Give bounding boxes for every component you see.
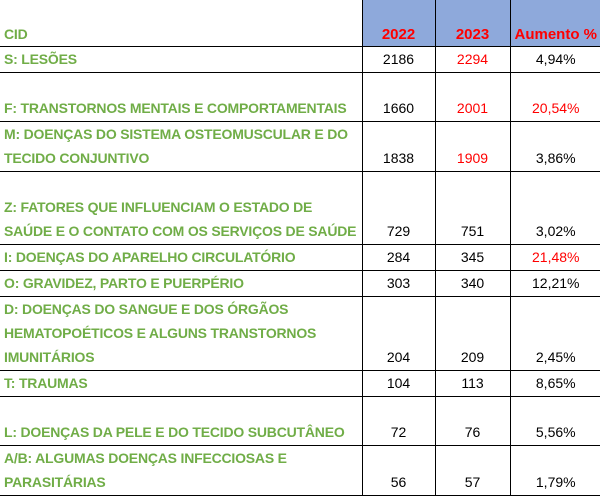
value-2023-cell: 1909 <box>434 121 510 172</box>
value-2023-cell: 113 <box>434 370 510 397</box>
value-2022-cell: 1838 <box>361 121 435 172</box>
value-2022-cell: 1660 <box>361 72 435 122</box>
cid-cell: A/B: ALGUMAS DOENÇAS INFECCIOSAS E PARAS… <box>0 445 362 496</box>
value-2022-cell: 56 <box>361 445 435 496</box>
table-row: F: TRANSTORNOS MENTAIS E COMPORTAMENTAIS… <box>0 72 600 122</box>
increase-cell: 8,65% <box>509 370 600 397</box>
cid-cell: Z: FATORES QUE INFLUENCIAM O ESTADO DE S… <box>0 171 362 245</box>
cid-cell: I: DOENÇAS DO APARELHO CIRCULATÓRIO <box>0 244 362 271</box>
value-2023-cell: 2294 <box>434 46 510 73</box>
value-2022-cell: 104 <box>361 370 435 397</box>
cid-cell: T: TRAUMAS <box>0 370 362 397</box>
cid-cell: O: GRAVIDEZ, PARTO E PUERPÉRIO <box>0 270 362 297</box>
value-2022-cell: 2186 <box>361 46 435 73</box>
cid-cell: F: TRANSTORNOS MENTAIS E COMPORTAMENTAIS <box>0 72 362 122</box>
table-row: O: GRAVIDEZ, PARTO E PUERPÉRIO 303 340 12,2… <box>0 270 600 297</box>
increase-cell: 5,56% <box>509 396 600 446</box>
value-2023-cell: 209 <box>434 296 510 371</box>
value-2023-cell: 340 <box>434 270 510 297</box>
increase-cell: 3,86% <box>509 121 600 172</box>
value-2022-cell: 729 <box>361 171 435 245</box>
header-2023: 2023 <box>434 0 510 47</box>
table-row: M: DOENÇAS DO SISTEMA OSTEOMUSCULAR E DO… <box>0 121 600 172</box>
value-2023-cell: 345 <box>434 244 510 271</box>
increase-cell: 21,48% <box>509 244 600 271</box>
table-row: A/B: ALGUMAS DOENÇAS INFECCIOSAS E PARAS… <box>0 445 600 496</box>
increase-cell: 20,54% <box>509 72 600 122</box>
value-2022-cell: 72 <box>361 396 435 446</box>
table-row: Z: FATORES QUE INFLUENCIAM O ESTADO DE S… <box>0 171 600 245</box>
table-row: S: LESÕES 2186 2294 4,94% <box>0 46 600 73</box>
table-row: D: DOENÇAS DO SANGUE E DOS ÓRGÃOS HEMATO… <box>0 296 600 371</box>
cid-cell: D: DOENÇAS DO SANGUE E DOS ÓRGÃOS HEMATO… <box>0 296 362 371</box>
value-2023-cell: 751 <box>434 171 510 245</box>
increase-cell: 1,79% <box>509 445 600 496</box>
value-2023-cell: 57 <box>434 445 510 496</box>
value-2023-cell: 76 <box>434 396 510 446</box>
table-row: L: DOENÇAS DA PELE E DO TECIDO SUBCUTÂNE… <box>0 396 600 446</box>
cid-cell: M: DOENÇAS DO SISTEMA OSTEOMUSCULAR E DO… <box>0 121 362 172</box>
header-increase: Aumento % <box>509 0 600 47</box>
header-row: CID 2022 2023 Aumento % <box>0 0 600 47</box>
value-2022-cell: 204 <box>361 296 435 371</box>
increase-cell: 3,02% <box>509 171 600 245</box>
value-2022-cell: 284 <box>361 244 435 271</box>
increase-cell: 4,94% <box>509 46 600 73</box>
header-cid: CID <box>0 0 362 47</box>
value-2023-cell: 2001 <box>434 72 510 122</box>
header-2022: 2022 <box>361 0 435 47</box>
cid-cell: L: DOENÇAS DA PELE E DO TECIDO SUBCUTÂNE… <box>0 396 362 446</box>
increase-cell: 12,21% <box>509 270 600 297</box>
cid-cell: S: LESÕES <box>0 46 362 73</box>
increase-cell: 2,45% <box>509 296 600 371</box>
value-2022-cell: 303 <box>361 270 435 297</box>
table-row: T: TRAUMAS 104 113 8,65% <box>0 370 600 397</box>
table-row: I: DOENÇAS DO APARELHO CIRCULATÓRIO 284 34… <box>0 244 600 271</box>
